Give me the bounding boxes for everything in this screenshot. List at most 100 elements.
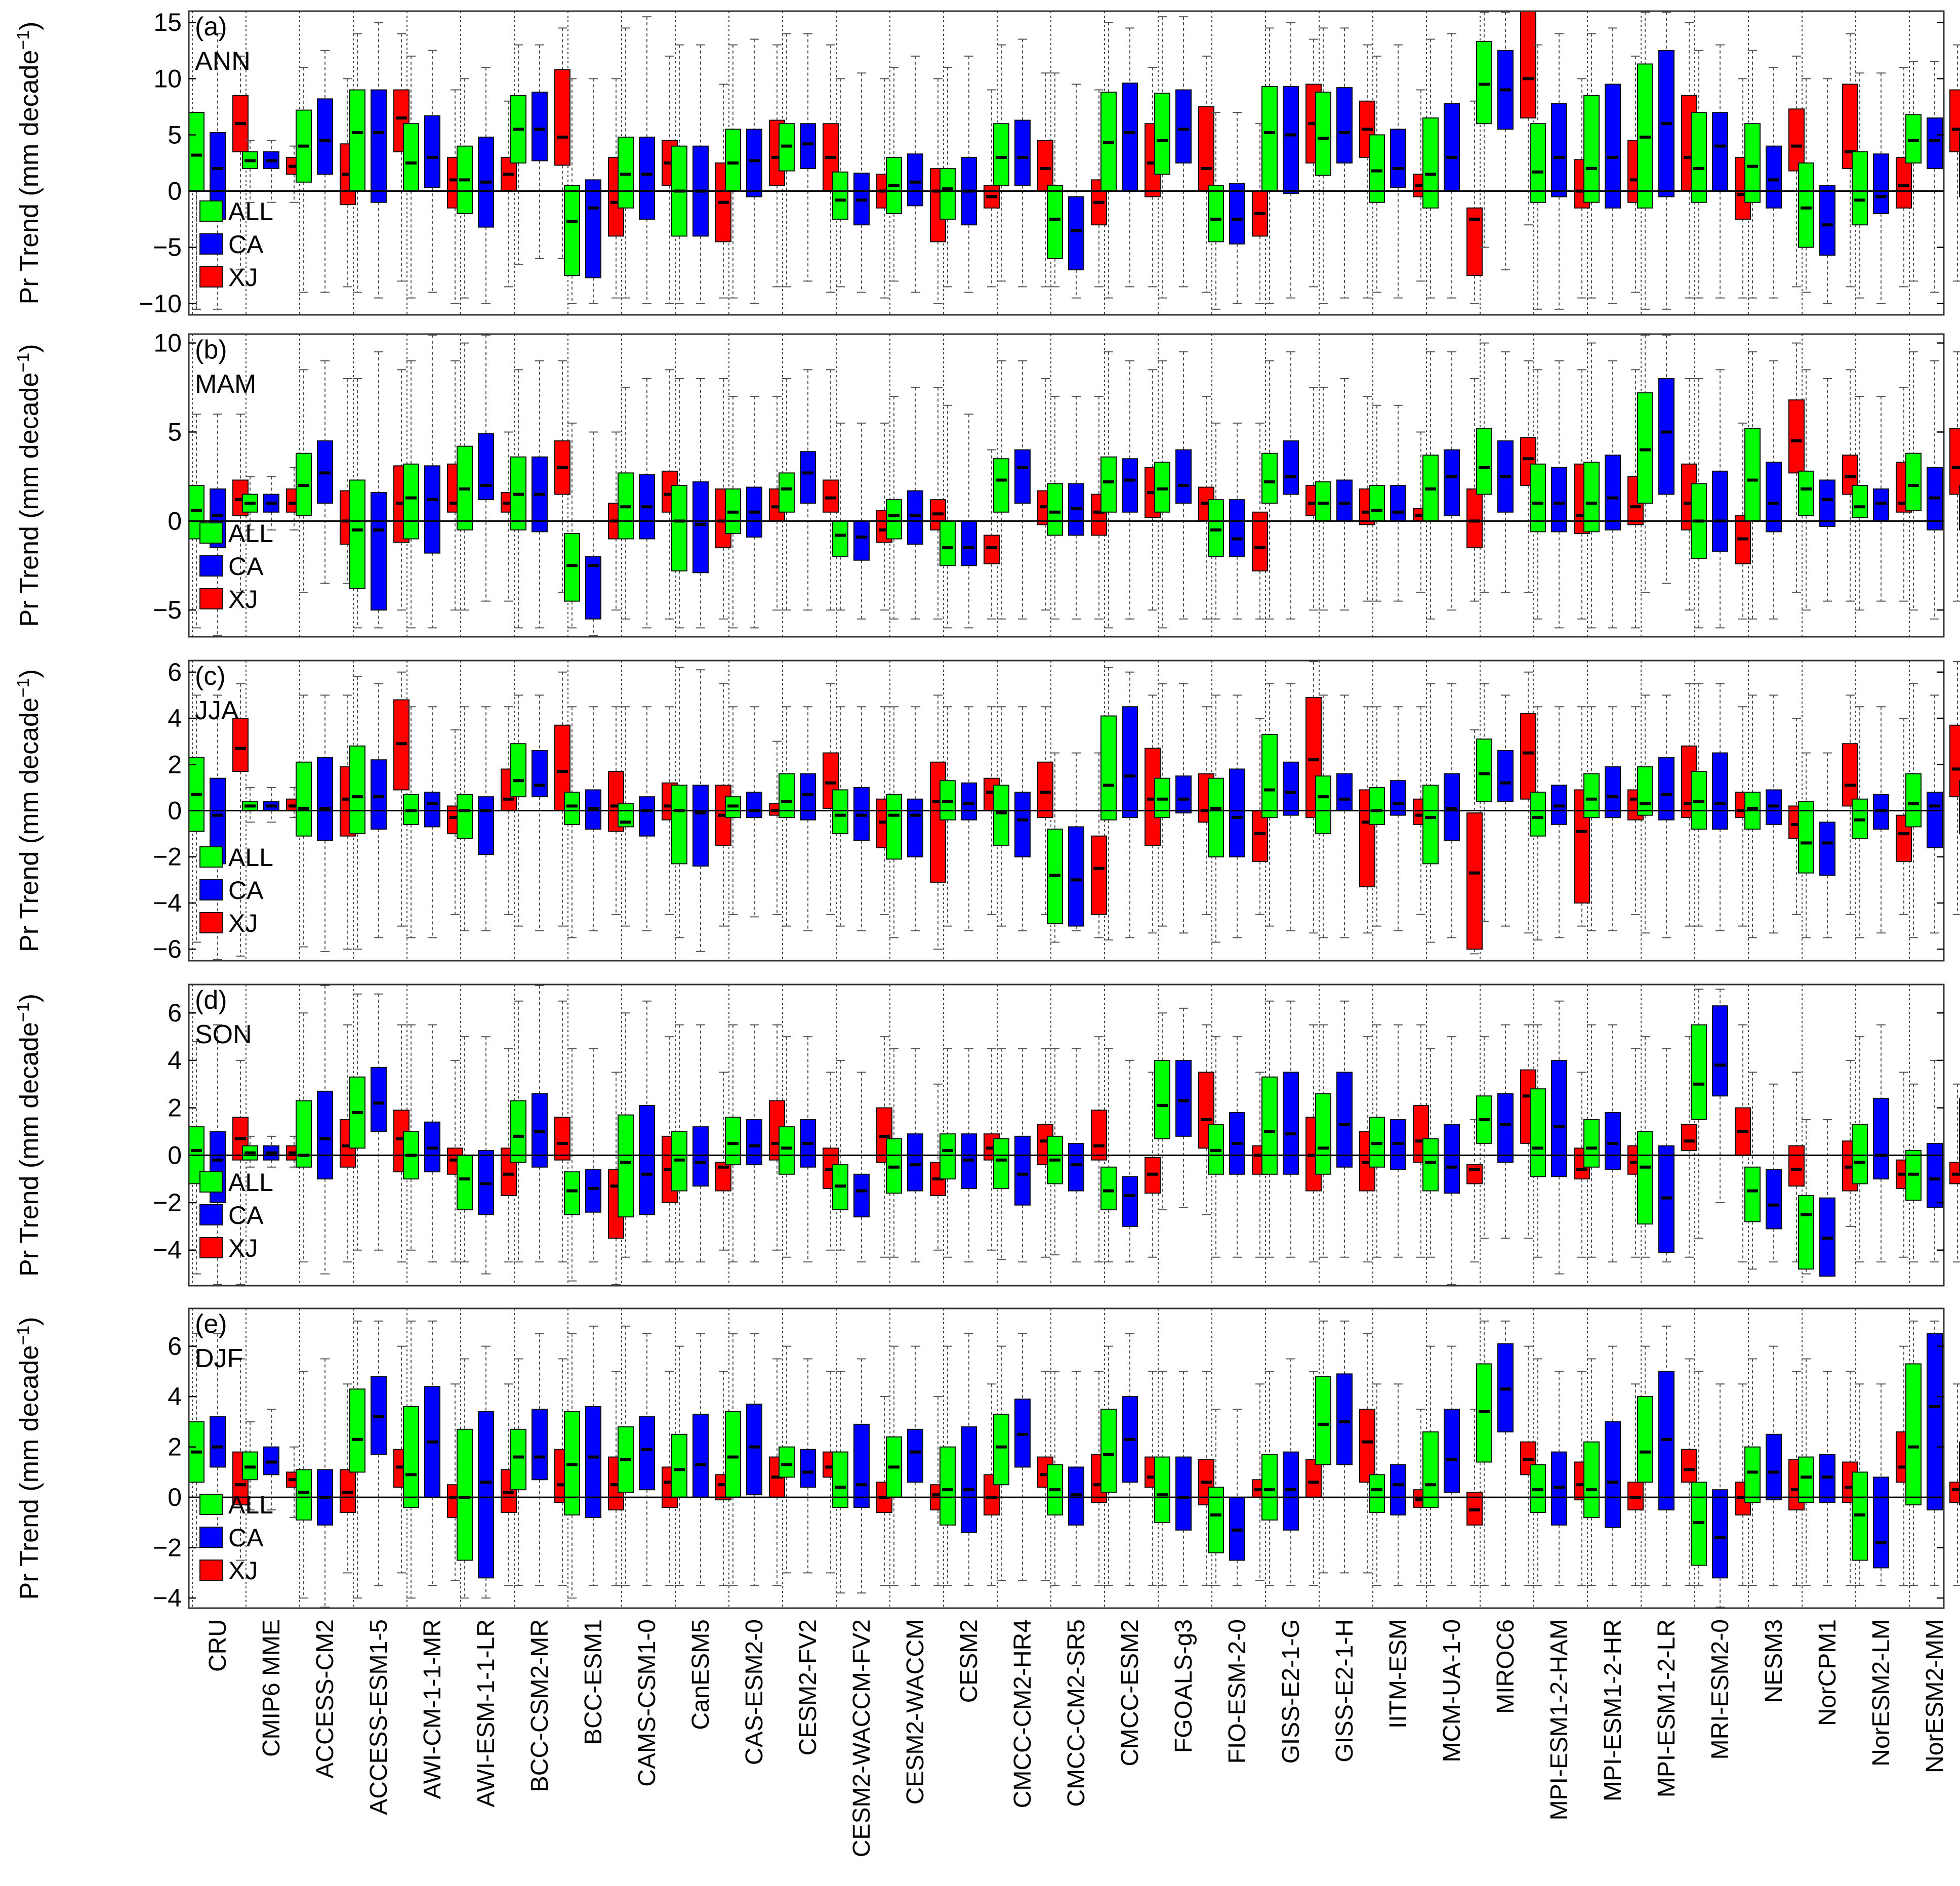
legend-swatch-all — [199, 200, 223, 222]
box-xj — [554, 1117, 570, 1161]
box-xj — [1842, 743, 1858, 807]
box-all — [940, 168, 956, 220]
box-all — [671, 785, 687, 865]
y-axis-label-superscript: −1 — [14, 353, 33, 373]
box-ca — [961, 1426, 977, 1533]
box-all — [993, 1138, 1009, 1189]
y-tick-label: 5 — [168, 120, 182, 149]
model-label: GISS-E2-1-G — [1278, 1619, 1304, 1764]
y-tick-label: −5 — [153, 596, 182, 624]
box-ca — [1551, 1059, 1567, 1177]
box-all — [725, 1117, 741, 1166]
panel-frame — [188, 1307, 1945, 1609]
y-axis-label: Pr Trend (mm decade−1) — [14, 22, 44, 305]
panel-label: (e) — [195, 1309, 227, 1339]
box-all — [1583, 462, 1600, 532]
box-all — [403, 1406, 419, 1508]
y-tick-label: 0 — [168, 797, 182, 825]
legend-label-xj: XJ — [228, 1234, 258, 1262]
y-tick-label: −2 — [153, 843, 182, 871]
box-ca — [478, 1411, 494, 1579]
box-ca — [1068, 196, 1084, 271]
box-ca — [1766, 462, 1782, 532]
box-all — [832, 171, 848, 220]
box-all — [296, 761, 312, 837]
model-label: CMCC-ESM2 — [1117, 1619, 1144, 1767]
box-all — [1047, 483, 1063, 536]
box-all — [1691, 1024, 1707, 1121]
legend-swatch-ca — [199, 1204, 223, 1225]
box-all — [1583, 1441, 1600, 1518]
y-tick-label: 0 — [168, 1483, 182, 1511]
box-all — [1637, 766, 1653, 816]
box-xj — [1359, 1408, 1375, 1483]
box-all — [1369, 485, 1385, 522]
legend-label-all: ALL — [228, 197, 273, 226]
box-all — [349, 89, 365, 192]
box-ca — [1283, 761, 1299, 816]
box-ca — [424, 792, 440, 828]
legend-label-xj: XJ — [228, 585, 258, 613]
box-ca — [907, 1428, 923, 1483]
box-all — [1798, 1195, 1814, 1270]
box-xj — [1145, 748, 1161, 846]
box-all — [1261, 86, 1278, 192]
box-all — [1154, 1456, 1170, 1523]
model-label: CESM2-WACCM — [902, 1619, 929, 1805]
box-all — [725, 796, 741, 818]
y-axis-label: Pr Trend (mm decade−1) — [14, 669, 44, 952]
box-all — [1852, 1124, 1868, 1184]
legend-label-ca: CA — [228, 1524, 264, 1552]
box-all — [510, 743, 526, 798]
box-all — [725, 129, 741, 192]
model-label: CMCC-CM2-HR4 — [1009, 1619, 1036, 1808]
box-ca — [1014, 792, 1031, 857]
box-xj — [823, 479, 839, 513]
box-all — [1154, 462, 1170, 513]
box-ca — [1229, 499, 1245, 557]
box-xj — [1788, 1145, 1805, 1187]
box-xj — [1466, 1164, 1483, 1184]
box-all — [1422, 1138, 1439, 1192]
box-all — [1637, 392, 1653, 504]
panel-frame — [188, 983, 1945, 1287]
box-ca — [692, 785, 709, 867]
box-all — [1744, 1166, 1761, 1222]
box-all — [1315, 1376, 1331, 1465]
box-ca — [1336, 87, 1353, 163]
box-all — [1852, 485, 1868, 518]
box-ca — [639, 136, 655, 220]
box-all — [1530, 792, 1546, 837]
box-xj — [1305, 1459, 1322, 1498]
box-xj — [1949, 89, 1960, 152]
box-all — [1905, 1363, 1922, 1506]
box-ca — [1283, 1072, 1299, 1175]
box-xj — [1466, 488, 1483, 549]
model-label: CAMS-CSM1-0 — [634, 1619, 661, 1787]
box-ca — [1766, 1433, 1782, 1501]
legend-swatch-ca — [199, 1527, 223, 1548]
box-ca — [853, 1423, 870, 1508]
legend-swatch-xj — [199, 588, 223, 609]
box-all — [1905, 773, 1922, 828]
box-ca — [1175, 775, 1192, 814]
box-all — [1422, 785, 1439, 865]
model-label: IITM-ESM — [1385, 1619, 1412, 1729]
box-ca — [1444, 1124, 1460, 1194]
box-ca — [1336, 773, 1353, 811]
y-tick-label: 2 — [168, 750, 182, 778]
y-tick-label: 5 — [168, 418, 182, 446]
box-ca — [1873, 488, 1889, 522]
box-ca — [1927, 792, 1943, 848]
box-ca — [961, 782, 977, 821]
box-ca — [1229, 183, 1245, 244]
box-all — [1315, 1093, 1331, 1175]
box-ca — [907, 1133, 923, 1192]
box-ca — [1122, 706, 1138, 818]
season-label: ANN — [195, 47, 251, 76]
legend-swatch-ca — [199, 555, 223, 577]
legend-label-xj: XJ — [228, 1556, 258, 1585]
legend-label-all: ALL — [228, 1168, 273, 1197]
box-ca — [746, 1404, 762, 1496]
box-all — [779, 1446, 795, 1478]
